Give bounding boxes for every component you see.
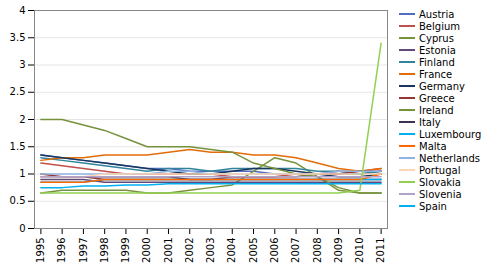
svg-text:2009: 2009 [333,238,344,263]
svg-text:2003: 2003 [205,238,216,263]
svg-text:0: 0 [19,223,25,234]
html-text:Slovenia: Slovenia [419,188,462,200]
html-text:Luxembourg: Luxembourg [419,128,482,140]
html-text:Slovakia: Slovakia [419,176,461,188]
html-text:Austria: Austria [419,8,455,20]
svg-text:2002: 2002 [184,238,195,263]
html-text:Netherlands: Netherlands [419,152,480,164]
html-text:Greece: Greece [419,92,455,104]
html-text:Spain: Spain [419,200,447,212]
svg-text:1995: 1995 [35,238,46,263]
svg-text:1999: 1999 [120,238,131,263]
svg-text:0.5: 0.5 [10,195,26,206]
html-text:France: France [419,68,453,80]
svg-text:1: 1 [19,168,25,179]
html-text:Portugal: Portugal [419,164,461,176]
svg-text:2011: 2011 [375,238,386,263]
svg-text:2007: 2007 [290,238,301,263]
svg-text:2006: 2006 [269,238,280,263]
svg-text:2008: 2008 [312,238,323,263]
svg-text:2.5: 2.5 [10,86,26,97]
svg-text:2004: 2004 [226,238,237,263]
html-text:Ireland: Ireland [419,104,454,116]
svg-text:2005: 2005 [248,238,259,263]
html-text:Finland: Finland [419,56,455,68]
html-text:Italy: Italy [419,116,441,128]
html-text:Estonia: Estonia [419,44,456,56]
svg-text:1997: 1997 [78,238,89,263]
svg-text:2001: 2001 [163,238,174,263]
svg-text:1996: 1996 [56,238,67,263]
html-text:Belgium: Belgium [419,20,460,32]
svg-text:2010: 2010 [354,238,365,263]
svg-text:4: 4 [19,5,25,16]
svg-text:1.5: 1.5 [10,141,26,152]
svg-text:3: 3 [19,59,25,70]
html-text:Malta: Malta [419,140,447,152]
svg-text:3.5: 3.5 [10,32,26,43]
svg-text:2: 2 [19,114,25,125]
svg-text:2000: 2000 [141,238,152,263]
html-text:Cyprus: Cyprus [419,32,454,44]
svg-text:1998: 1998 [99,238,110,263]
html-text:Germany: Germany [419,80,465,92]
